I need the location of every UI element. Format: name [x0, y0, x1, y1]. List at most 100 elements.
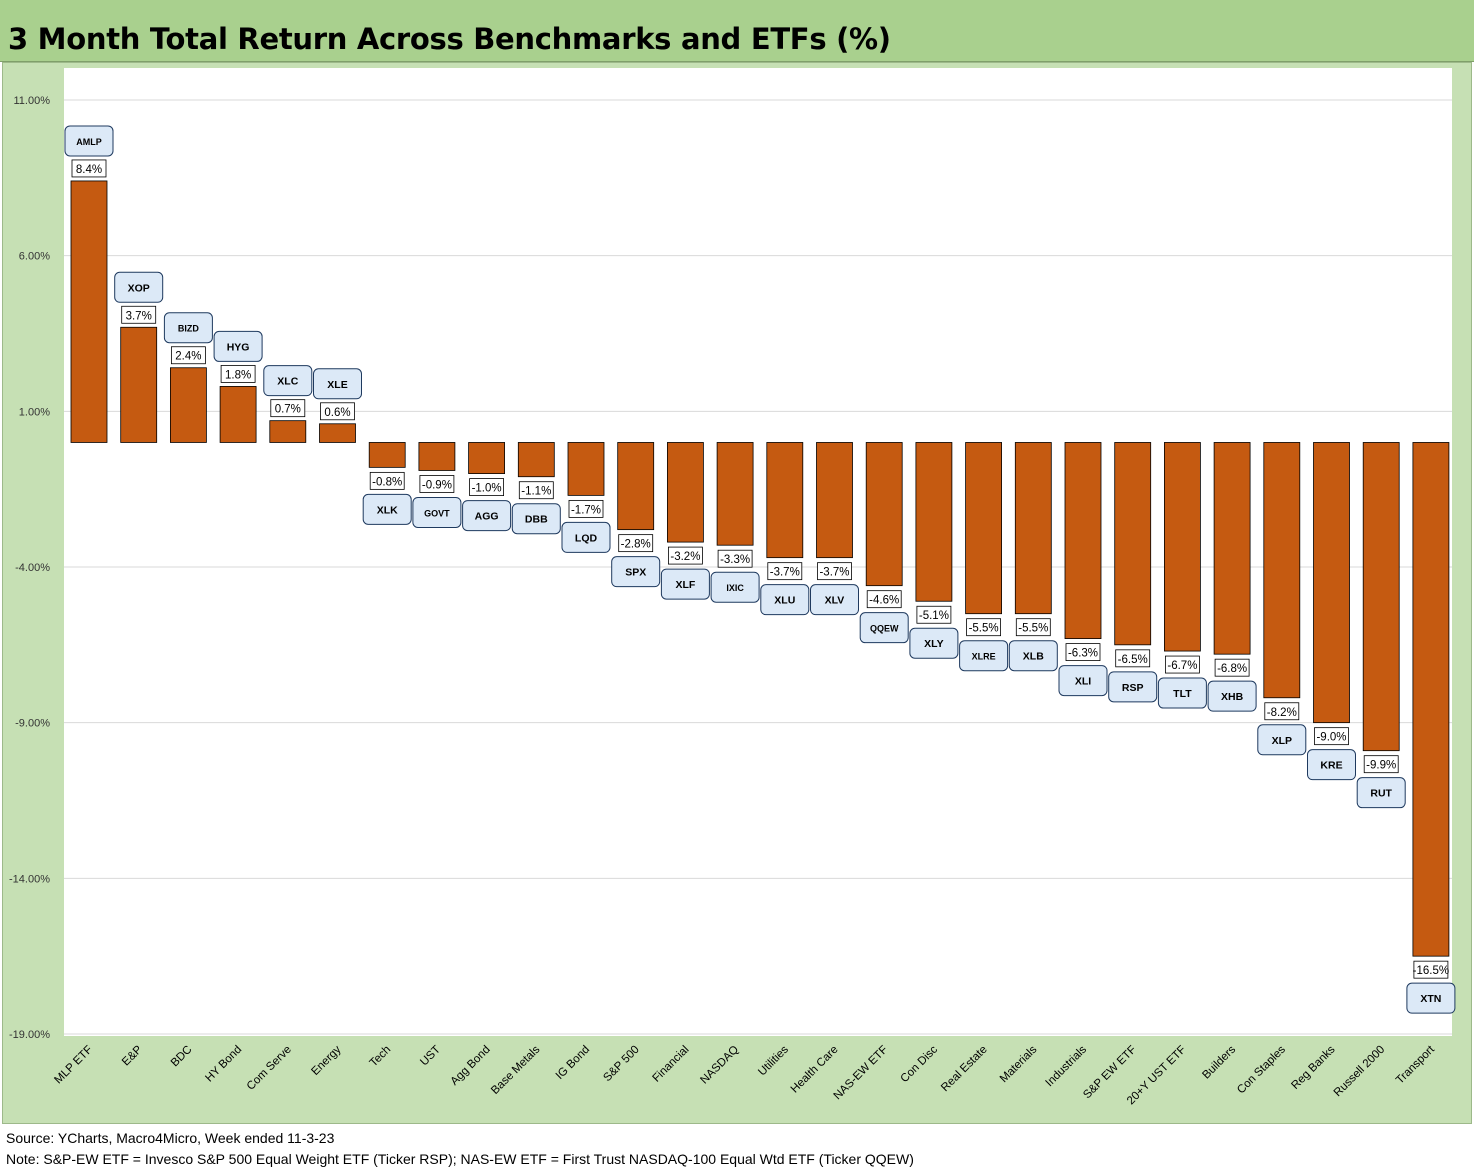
- bar: [766, 442, 804, 559]
- y-tick-label: 6.00%: [19, 251, 50, 263]
- ticker-label: BIZD: [178, 324, 199, 334]
- category-label: Builders: [1200, 1043, 1238, 1081]
- y-tick-label: -9.00%: [15, 718, 50, 730]
- bar: [1362, 442, 1400, 752]
- ticker-box: [313, 368, 362, 400]
- ticker-label: KRE: [1320, 760, 1342, 772]
- value-label-box: [817, 562, 852, 581]
- ticker-label: HYG: [227, 341, 250, 353]
- ticker-box: [114, 271, 164, 303]
- category-label: Con Disc: [899, 1043, 941, 1085]
- category-label: Reg Banks: [1289, 1043, 1337, 1091]
- bar: [865, 442, 903, 587]
- value-label-box: [1314, 727, 1349, 746]
- bar: [1213, 442, 1251, 655]
- ticker-box: [1406, 982, 1456, 1014]
- value-label: -8.2%: [1267, 707, 1297, 719]
- value-label: 0.6%: [324, 407, 350, 419]
- ticker-box: [561, 521, 611, 553]
- ticker-box: [859, 612, 909, 644]
- ticker-label: XLE: [327, 379, 347, 391]
- ticker-box: [909, 627, 959, 659]
- ticker-box: [163, 312, 213, 344]
- value-label: -5.5%: [1018, 623, 1048, 635]
- ticker-label: XLY: [924, 638, 943, 650]
- ticker-box: [660, 568, 710, 600]
- value-label-box: [1214, 658, 1250, 677]
- category-label: NAS-EW ETF: [832, 1044, 891, 1103]
- ticker-box: [1157, 677, 1207, 709]
- value-label: -2.8%: [621, 539, 651, 551]
- ticker-box: [462, 500, 512, 532]
- value-label-box: [916, 605, 952, 624]
- bar: [1014, 442, 1052, 615]
- value-label: -3.7%: [819, 567, 849, 579]
- ticker-label: XHB: [1221, 691, 1244, 703]
- ticker-box: [710, 571, 760, 603]
- value-label-box: [1115, 649, 1151, 668]
- category-label: Health Care: [789, 1044, 841, 1096]
- ticker-label: XLB: [1023, 651, 1044, 663]
- value-label: -1.1%: [521, 486, 551, 498]
- value-label-box: [121, 305, 157, 324]
- value-label: -1.0%: [472, 483, 502, 495]
- value-label: -9.0%: [1316, 732, 1346, 744]
- value-label: -5.5%: [969, 623, 999, 635]
- category-label: Utilities: [756, 1043, 791, 1078]
- ticker-label: XLC: [277, 376, 298, 388]
- value-label-box: [71, 159, 107, 178]
- value-label: -0.9%: [422, 479, 452, 491]
- ticker-label: LQD: [575, 532, 598, 544]
- value-label-box: [568, 499, 604, 518]
- ticker-label: XLP: [1272, 735, 1292, 747]
- value-label-box: [419, 475, 455, 493]
- ticker-label: TLT: [1173, 688, 1192, 700]
- value-label: -3.2%: [670, 551, 700, 563]
- category-label: UST: [418, 1044, 443, 1069]
- category-label: Energy: [309, 1043, 343, 1077]
- value-label: -6.5%: [1118, 654, 1148, 666]
- ticker-box: [64, 125, 114, 157]
- ticker-box: [1207, 680, 1257, 712]
- ticker-box: [760, 584, 810, 616]
- value-label-box: [767, 562, 803, 581]
- ticker-box: [511, 503, 561, 535]
- y-tick-label: -4.00%: [15, 562, 50, 574]
- category-label: IG Bond: [554, 1044, 592, 1082]
- bar: [418, 442, 456, 471]
- bar: [319, 423, 356, 443]
- ticker-box: [213, 330, 263, 362]
- bar: [915, 442, 953, 602]
- ticker-box: [810, 584, 859, 616]
- value-label: -3.7%: [770, 567, 800, 579]
- value-label-box: [220, 365, 256, 383]
- ticker-label: XTN: [1420, 993, 1441, 1005]
- ticker-box: [1356, 777, 1406, 809]
- value-label-box: [966, 618, 1001, 637]
- value-label-box: [270, 399, 306, 418]
- value-label: -6.8%: [1217, 663, 1247, 675]
- bar: [816, 442, 853, 559]
- category-label: Industrials: [1044, 1043, 1090, 1089]
- value-label: -1.7%: [571, 504, 601, 516]
- value-label-box: [1363, 755, 1399, 774]
- ticker-label: XLK: [377, 504, 398, 516]
- value-label: -3.3%: [720, 554, 750, 566]
- ticker-label: DBB: [525, 514, 548, 526]
- value-label-box: [1165, 655, 1200, 674]
- category-label: S&P 500: [601, 1044, 641, 1084]
- source-note: Source: YCharts, Macro4Micro, Week ended…: [6, 1130, 335, 1146]
- ticker-box: [959, 640, 1009, 672]
- ticker-label: AMLP: [76, 137, 102, 147]
- value-label: 1.8%: [225, 369, 251, 381]
- ticker-label: XOP: [128, 282, 150, 294]
- value-label-box: [668, 546, 703, 565]
- bar: [1412, 442, 1450, 957]
- value-label: -4.6%: [869, 595, 899, 607]
- footnotes: Source: YCharts, Macro4Micro, Week ended…: [6, 1128, 914, 1170]
- ticker-label: XLI: [1075, 676, 1091, 688]
- category-label: Tech: [368, 1044, 394, 1070]
- category-label: MLP ETF: [52, 1044, 95, 1087]
- category-label: Real Estate: [939, 1044, 990, 1095]
- category-label: BDC: [169, 1044, 195, 1070]
